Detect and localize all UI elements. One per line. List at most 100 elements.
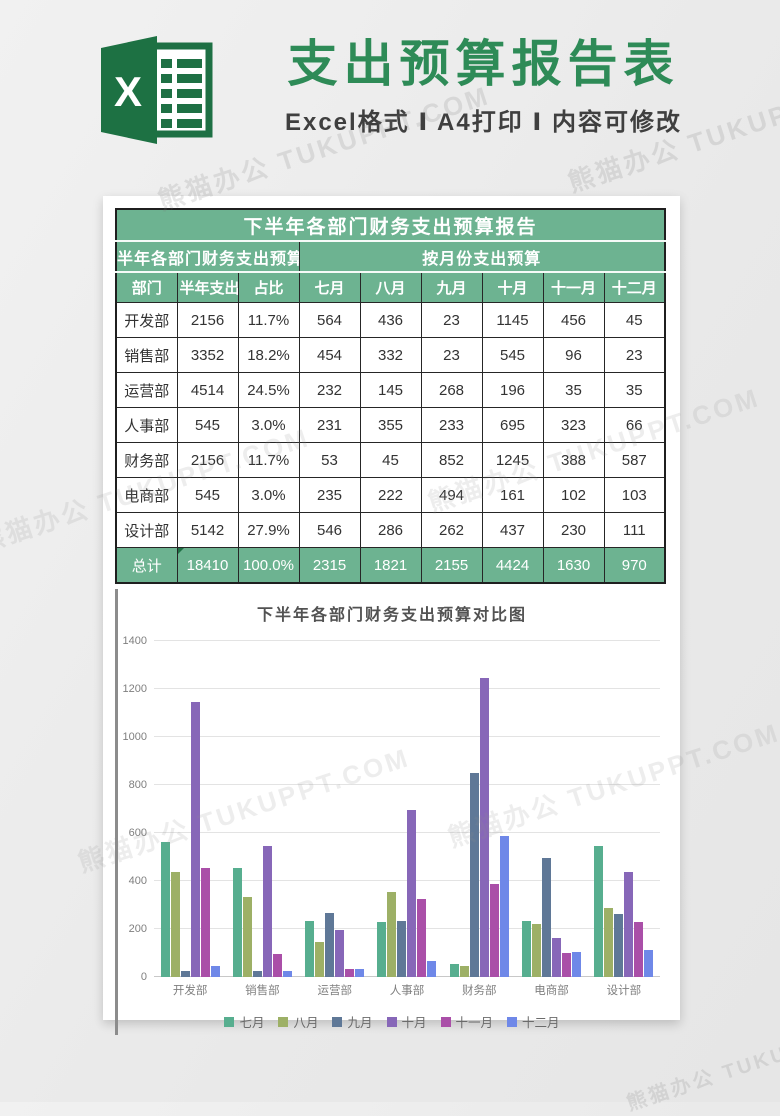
value-cell: 96 — [542, 337, 605, 373]
value-cell: 1245 — [481, 442, 544, 478]
total-value-cell: 1630 — [542, 547, 605, 584]
chart-section: 下半年各部门财务支出预算对比图 0 200 400 600 800 1000 1200 140… — [115, 589, 666, 1035]
table-row: 销售部 3352 18.2% 454 332 23 545 96 23 — [115, 337, 666, 373]
value-cell: 3.0% — [237, 477, 300, 513]
value-cell: 23 — [603, 337, 666, 373]
bar-销售部-十月 — [262, 846, 272, 977]
value-cell: 196 — [481, 372, 544, 408]
bar-人事部-十一月 — [417, 899, 427, 977]
x-category-label: 开发部 — [172, 985, 208, 997]
gridline — [154, 880, 660, 881]
department-cell: 设计部 — [115, 512, 178, 548]
y-tick-label: 400 — [128, 875, 147, 887]
value-cell: 103 — [603, 477, 666, 513]
bar-运营部-八月 — [315, 942, 325, 977]
page-subtitle: Excel格式 Ⅰ A4打印 Ⅰ 内容可修改 — [284, 108, 683, 136]
column-header-cell: 七月 — [298, 271, 361, 303]
column-header-cell: 十一月 — [542, 271, 605, 303]
bar-销售部-十一月 — [272, 953, 282, 977]
table-title-cell: 下半年各部门财务支出预算报告 — [115, 208, 666, 242]
table-title-row: 下半年各部门财务支出预算报告 — [115, 208, 666, 242]
table-row: 运营部 4514 24.5% 232 145 268 196 35 35 — [115, 372, 666, 408]
legend-swatch-icon — [224, 1016, 235, 1027]
bar-财务部-九月 — [469, 772, 479, 977]
value-cell: 233 — [420, 407, 483, 443]
value-cell: 3.0% — [237, 407, 300, 443]
legend-item: 十二月 — [507, 1012, 560, 1031]
gridline — [154, 976, 660, 977]
total-value-cell: 4424 — [481, 547, 544, 584]
department-cell: 运营部 — [115, 372, 178, 408]
value-cell: 2156 — [176, 302, 239, 338]
legend-item: 十一月 — [440, 1012, 494, 1031]
legend-swatch-icon — [507, 1016, 518, 1027]
y-tick-label: 800 — [128, 779, 147, 791]
legend-swatch-icon — [332, 1016, 343, 1027]
bar-人事部-九月 — [397, 921, 407, 977]
value-cell: 545 — [176, 477, 239, 513]
y-tick-label: 600 — [128, 827, 147, 839]
bar-开发部-九月 — [180, 971, 190, 977]
bar-销售部-七月 — [232, 868, 242, 977]
y-axis: 0 200 400 600 800 1000 1200 1400 — [118, 635, 154, 983]
value-cell: 3352 — [176, 337, 239, 373]
bar-电商部-十一月 — [562, 952, 572, 977]
value-cell: 66 — [603, 407, 666, 443]
bar-设计部-九月 — [614, 914, 624, 977]
bar-运营部-十二月 — [355, 968, 365, 977]
bar-财务部-十月 — [479, 678, 489, 977]
value-cell: 456 — [542, 302, 605, 338]
value-cell: 355 — [359, 407, 422, 443]
table-row: 人事部 545 3.0% 231 355 233 695 323 66 — [115, 407, 666, 443]
legend-label: 九月 — [347, 1016, 373, 1030]
bar-group — [154, 641, 226, 977]
legend-item: 九月 — [332, 1012, 373, 1031]
x-category-label: 设计部 — [606, 985, 642, 997]
y-tick-label: 1400 — [122, 635, 147, 647]
table-total-row: 总计 18410 100.0% 2315 1821 2155 4424 1630 970 — [115, 547, 666, 584]
y-tick-label: 0 — [140, 971, 147, 983]
column-header-cell: 占比 — [237, 271, 300, 303]
bar-财务部-七月 — [449, 964, 459, 977]
total-label-cell: 总计 — [115, 547, 178, 584]
excel-cover-shape — [101, 36, 157, 144]
page-title: 支出预算报告表 — [287, 36, 680, 92]
hero-text: 支出预算报告表 Excel格式 Ⅰ A4打印 Ⅰ 内容可修改 — [217, 34, 780, 137]
legend-label: 十一月 — [455, 1016, 494, 1030]
x-axis: 开发部 销售部 运营部 人事部 财务部 电商部 设计部 — [154, 982, 660, 998]
value-cell: 230 — [542, 512, 605, 548]
group-left-cell: 半年各部门财务支出预算报 — [115, 240, 300, 273]
value-cell: 232 — [298, 372, 361, 408]
value-cell: 454 — [298, 337, 361, 373]
department-cell: 人事部 — [115, 407, 178, 443]
bar-group — [443, 641, 515, 977]
x-category-label: 人事部 — [389, 985, 425, 997]
bar-运营部-七月 — [305, 921, 315, 977]
value-cell: 45 — [359, 442, 422, 478]
legend-label: 十二月 — [522, 1016, 560, 1030]
department-cell: 电商部 — [115, 477, 178, 513]
bar-设计部-八月 — [604, 908, 614, 977]
chart-legend: 七月 八月 九月 十月 十一月 十二月 — [118, 1012, 666, 1035]
bar-运营部-十一月 — [345, 968, 355, 977]
table-group-row: 半年各部门财务支出预算报按月份支出预算 — [115, 240, 666, 273]
excel-logo-icon: X — [95, 34, 217, 146]
total-value-cell: 2315 — [298, 547, 361, 584]
value-cell: 161 — [481, 477, 544, 513]
bar-人事部-十月 — [407, 810, 417, 977]
value-cell: 45 — [603, 302, 666, 338]
worksheet-paper: 下半年各部门财务支出预算报告半年各部门财务支出预算报按月份支出预算部门半年支出预… — [103, 196, 680, 1035]
bar-设计部-十月 — [624, 872, 634, 977]
x-category-label: 运营部 — [317, 985, 352, 997]
legend-label: 八月 — [293, 1016, 319, 1030]
column-header-cell: 九月 — [420, 271, 483, 303]
value-cell: 564 — [298, 302, 361, 338]
bar-开发部-七月 — [160, 841, 170, 977]
gridline — [154, 832, 660, 833]
chart-title: 下半年各部门财务支出预算对比图 — [256, 607, 527, 624]
value-cell: 23 — [420, 302, 483, 338]
value-cell: 222 — [359, 477, 422, 513]
value-cell: 587 — [603, 442, 666, 478]
bar-电商部-十月 — [552, 938, 562, 977]
